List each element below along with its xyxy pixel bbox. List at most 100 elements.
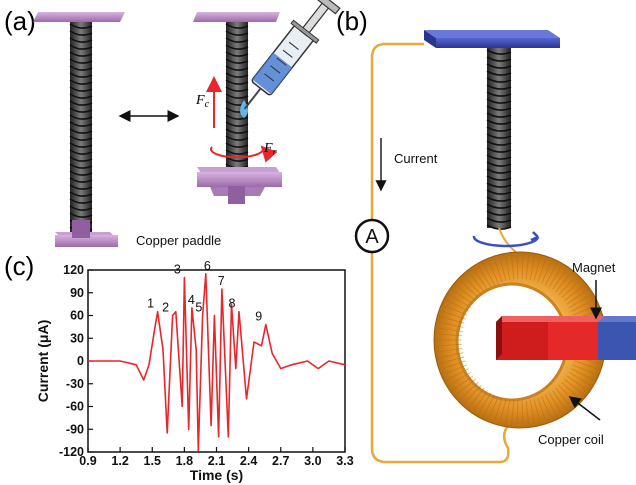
force-r-label: Fr — [263, 141, 277, 158]
coil-ring — [69, 100, 93, 106]
peak-label: 7 — [218, 274, 225, 288]
coil-winding — [510, 253, 515, 280]
coil-ring — [69, 37, 93, 43]
coil-winding — [439, 360, 466, 371]
coil-winding — [516, 400, 519, 427]
y-tick-label: 30 — [70, 331, 84, 345]
coil-winding — [435, 348, 463, 353]
coil-winding — [537, 397, 547, 423]
x-tick-label: 2.4 — [240, 454, 257, 468]
peak-label: 6 — [204, 259, 211, 273]
spring-coils-left — [69, 23, 93, 232]
coil-winding — [548, 392, 563, 416]
coil-ring — [225, 156, 249, 162]
y-tick-label: 120 — [63, 263, 84, 277]
coil-winding — [555, 271, 573, 293]
coil-winding — [438, 356, 465, 365]
coil-winding — [477, 264, 492, 288]
coil-ring — [69, 107, 93, 113]
coil-ring — [486, 84, 512, 90]
coil-ring — [486, 175, 512, 181]
coil-winding — [552, 267, 568, 290]
coil-winding — [571, 298, 596, 312]
coil-ring — [69, 149, 93, 155]
coil-winding — [458, 279, 479, 298]
coil-winding — [566, 375, 589, 392]
coil-winding — [541, 259, 553, 284]
top-plate-left — [33, 12, 125, 22]
coil-winding — [477, 392, 492, 416]
coil-ring — [225, 51, 249, 57]
x-tick-label: 2.7 — [272, 454, 289, 468]
coil-ring — [69, 128, 93, 134]
coil-winding — [521, 253, 524, 280]
coil-ring — [486, 98, 512, 104]
coil-ring — [486, 161, 512, 167]
y-tick-label: 90 — [70, 286, 84, 300]
coil-ring — [69, 212, 93, 218]
coil-winding — [525, 400, 530, 427]
coil-winding — [561, 279, 582, 298]
coil-ring — [225, 86, 249, 92]
coil-winding — [499, 399, 507, 425]
current-label: Current — [394, 151, 438, 166]
peak-label: 3 — [174, 263, 181, 277]
coil-winding — [533, 399, 541, 425]
coil-winding — [487, 259, 499, 284]
coil-ring — [225, 114, 249, 120]
x-tick-label: 3.0 — [304, 454, 321, 468]
coil-ring — [225, 79, 249, 85]
coil-ring — [69, 23, 93, 29]
x-tick-label: 2.1 — [208, 454, 225, 468]
coil-winding — [545, 261, 558, 286]
coil-winding — [451, 375, 474, 392]
coil-winding — [487, 396, 499, 421]
panel-a-label: (a) — [4, 6, 36, 36]
y-tick-label: -120 — [59, 445, 84, 459]
coil-winding — [444, 368, 469, 382]
coil-ring — [69, 30, 93, 36]
panel-b-label: (b) — [336, 6, 368, 36]
coil-ring — [69, 65, 93, 71]
coil-winding — [529, 400, 536, 426]
coil-ring — [69, 79, 93, 85]
coil-ring — [69, 58, 93, 64]
coil-ring — [69, 142, 93, 148]
coil-winding — [571, 368, 596, 382]
coil-ring — [486, 70, 512, 76]
coil-winding — [493, 397, 503, 423]
rotation-arrow-red — [210, 145, 278, 163]
peak-label: 8 — [229, 297, 236, 311]
coil-winding — [545, 394, 558, 419]
rotation-arrow-blue — [472, 235, 540, 248]
svg-text:A: A — [365, 226, 379, 248]
x-tick-label: 1.5 — [144, 454, 161, 468]
coil-ring — [225, 30, 249, 36]
coil-ring — [486, 77, 512, 83]
coil-ring — [69, 135, 93, 141]
coil-ring — [225, 142, 249, 148]
coil-ring — [225, 93, 249, 99]
peak-label: 4 — [188, 293, 195, 307]
peak-label: 9 — [255, 310, 262, 324]
coil-ring — [486, 112, 512, 118]
wire-to-coil — [498, 227, 521, 256]
coil-winding — [564, 283, 586, 302]
coil-winding — [482, 261, 495, 286]
coil-winding — [435, 343, 463, 347]
coil-ring — [486, 147, 512, 153]
coil-ring — [225, 58, 249, 64]
ammeter-icon: A — [354, 218, 390, 254]
coil-winding — [482, 394, 495, 419]
coil-winding — [436, 321, 464, 328]
coil-winding — [438, 315, 465, 324]
syringe-icon — [243, 0, 341, 110]
coil-winding — [472, 267, 488, 290]
coil-arrow — [568, 396, 601, 421]
coil-winding — [572, 304, 598, 316]
right-spring-assembly — [193, 12, 282, 204]
coil-ring — [486, 196, 512, 202]
coil-ring — [486, 203, 512, 209]
coil-winding — [525, 253, 530, 280]
y-tick-label: 0 — [77, 354, 84, 368]
